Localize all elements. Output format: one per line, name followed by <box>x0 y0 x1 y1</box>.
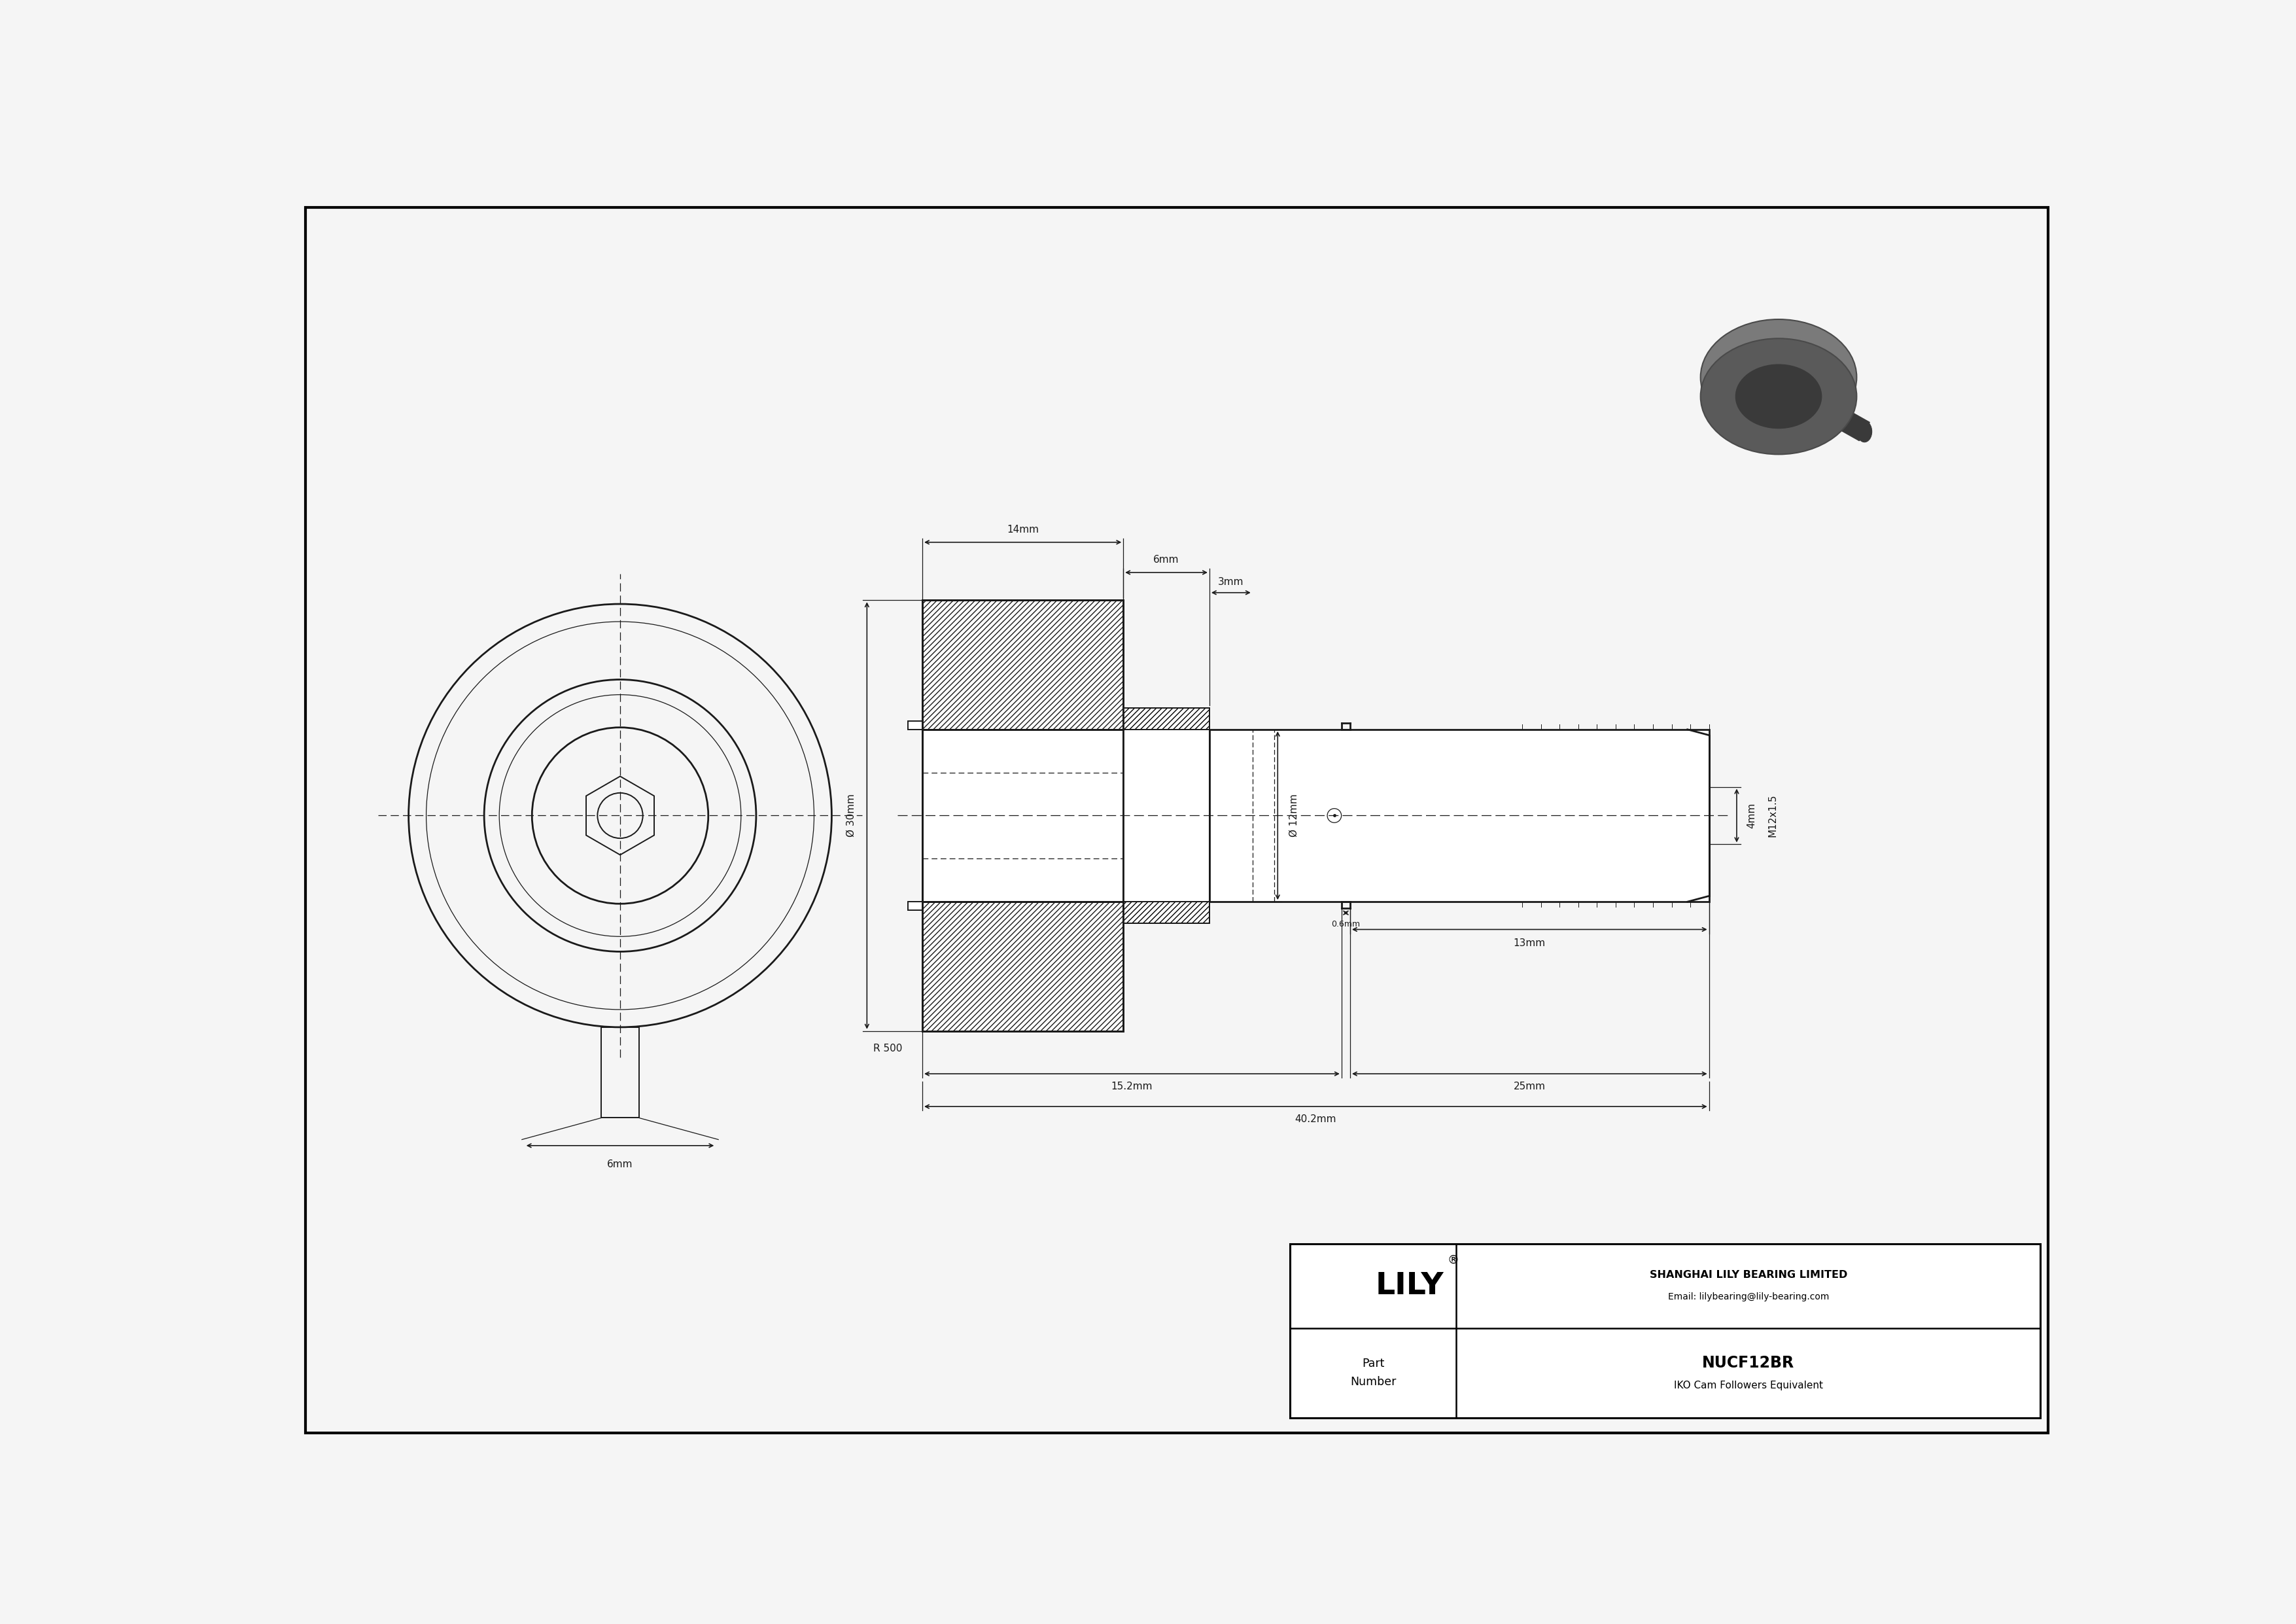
Text: Part: Part <box>1362 1358 1384 1369</box>
Text: 0.6mm: 0.6mm <box>1332 919 1359 929</box>
Bar <box>1123 901 1210 924</box>
Bar <box>1290 1244 2041 1418</box>
Bar <box>907 901 923 911</box>
Text: 3mm: 3mm <box>1219 577 1244 586</box>
Text: M12x1.5: M12x1.5 <box>1768 794 1777 836</box>
Text: LILY: LILY <box>1375 1272 1444 1301</box>
Ellipse shape <box>1736 364 1821 429</box>
Ellipse shape <box>1701 320 1857 435</box>
Text: 14mm: 14mm <box>1008 525 1038 534</box>
Bar <box>1123 729 1210 901</box>
Text: 13mm: 13mm <box>1513 939 1545 948</box>
Text: SHANGHAI LILY BEARING LIMITED: SHANGHAI LILY BEARING LIMITED <box>1649 1270 1848 1280</box>
Text: IKO Cam Followers Equivalent: IKO Cam Followers Equivalent <box>1674 1380 1823 1390</box>
Text: 6mm: 6mm <box>1153 555 1180 565</box>
Bar <box>923 729 1123 901</box>
Text: NUCF12BR: NUCF12BR <box>1701 1354 1795 1371</box>
Text: 6mm: 6mm <box>606 1160 634 1169</box>
Text: 40.2mm: 40.2mm <box>1295 1114 1336 1124</box>
Polygon shape <box>1798 387 1869 440</box>
Bar <box>1123 901 1210 924</box>
Text: Ø 30mm: Ø 30mm <box>845 794 856 838</box>
Text: ®: ® <box>1446 1254 1458 1265</box>
Bar <box>923 901 1123 1031</box>
Bar <box>602 1028 638 1117</box>
Text: 4mm: 4mm <box>1747 802 1756 828</box>
Text: Ø 12mm: Ø 12mm <box>1288 794 1300 836</box>
Text: Email: lilybearing@lily-bearing.com: Email: lilybearing@lily-bearing.com <box>1667 1293 1830 1302</box>
Bar <box>923 901 1123 1031</box>
Text: 25mm: 25mm <box>1513 1082 1545 1091</box>
Text: 15.2mm: 15.2mm <box>1111 1082 1153 1091</box>
Text: R 500: R 500 <box>872 1044 902 1054</box>
Ellipse shape <box>1857 421 1871 442</box>
Polygon shape <box>1701 377 1857 396</box>
Bar <box>907 721 923 729</box>
Bar <box>923 601 1123 729</box>
Bar <box>1210 729 1708 901</box>
Bar <box>923 601 1123 729</box>
Bar <box>1123 708 1210 729</box>
Text: Number: Number <box>1350 1376 1396 1389</box>
Bar <box>1123 708 1210 729</box>
Ellipse shape <box>1701 338 1857 455</box>
